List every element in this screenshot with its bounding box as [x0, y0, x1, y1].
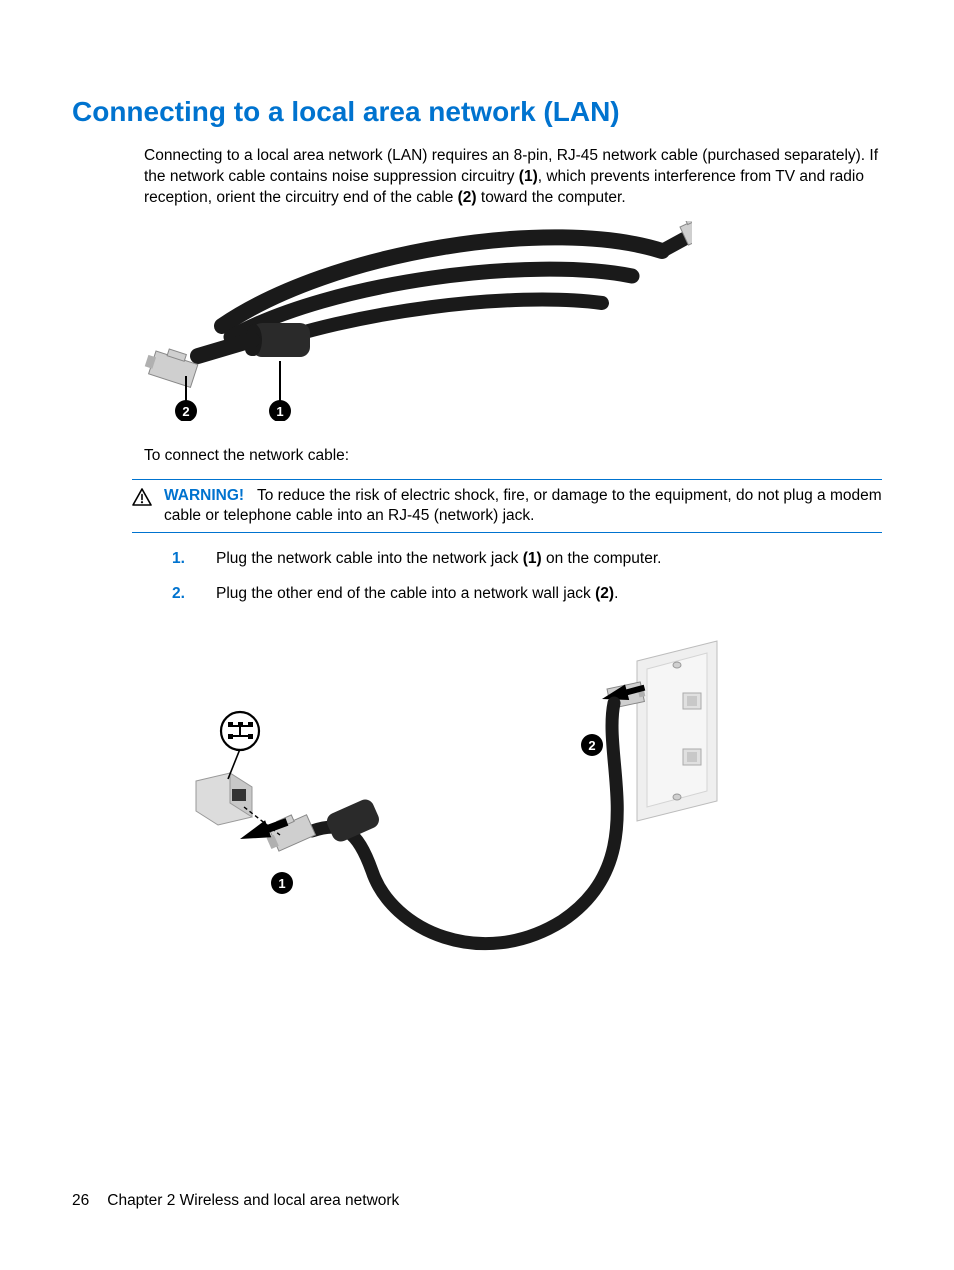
lead-in-text: To connect the network cable: — [144, 446, 882, 467]
figure-cable: 2 1 — [132, 221, 882, 426]
page-number: 26 — [72, 1192, 89, 1209]
svg-text:2: 2 — [588, 738, 595, 753]
step-2: Plug the other end of the cable into a n… — [172, 584, 882, 605]
step-2-bold: (2) — [595, 585, 614, 602]
step-1-bold: (1) — [523, 550, 542, 567]
step-1-post: on the computer. — [542, 550, 662, 567]
step-2-post: . — [614, 585, 618, 602]
page-heading: Connecting to a local area network (LAN) — [72, 96, 882, 128]
intro-paragraph: Connecting to a local area network (LAN)… — [144, 146, 882, 209]
step-1-pre: Plug the network cable into the network … — [216, 550, 523, 567]
callout-2-label: 2 — [182, 404, 189, 419]
step-1: Plug the network cable into the network … — [172, 549, 882, 570]
intro-bold2: (2) — [458, 189, 477, 206]
warning-message: To reduce the risk of electric shock, fi… — [164, 487, 882, 524]
warning-icon — [132, 488, 156, 512]
warning-block: WARNING! To reduce the risk of electric … — [132, 479, 882, 533]
steps-list: Plug the network cable into the network … — [172, 549, 882, 605]
figure-connection: 2 1 — [182, 621, 882, 986]
intro-bold1: (1) — [519, 168, 538, 185]
warning-label: WARNING! — [164, 487, 244, 504]
callout-1-label: 1 — [276, 404, 283, 419]
step-2-pre: Plug the other end of the cable into a n… — [216, 585, 595, 602]
page-footer: 26 Chapter 2 Wireless and local area netw… — [72, 1192, 399, 1210]
intro-part3: toward the computer. — [477, 189, 626, 206]
svg-text:1: 1 — [278, 876, 285, 891]
chapter-label: Chapter 2 Wireless and local area networ… — [107, 1192, 399, 1209]
